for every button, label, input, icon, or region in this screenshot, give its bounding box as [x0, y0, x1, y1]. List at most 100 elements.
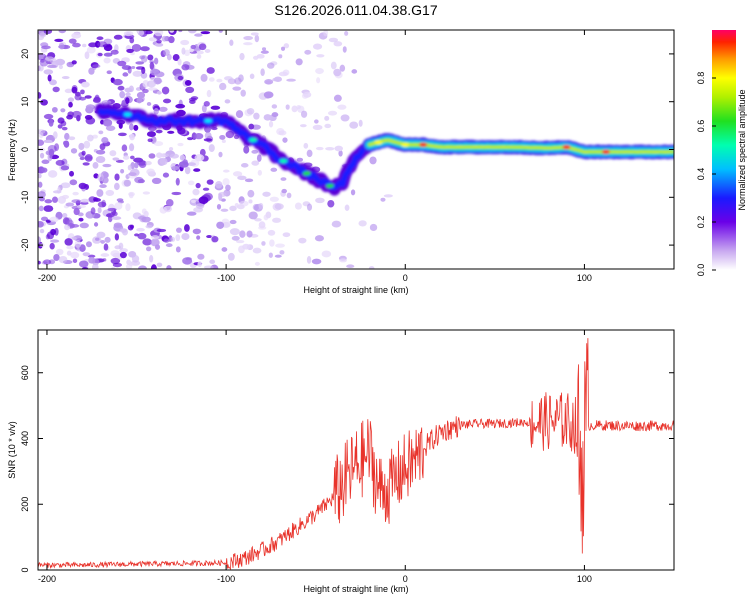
spectrogram-noise-blob	[161, 35, 168, 42]
spectrogram-noise-blob	[125, 203, 131, 212]
spectrogram-noise-blob	[171, 165, 180, 171]
spectrogram-noise-blob	[49, 242, 55, 250]
spectrogram-noise-blob	[116, 119, 126, 125]
spectrogram-noise-blob	[235, 110, 244, 119]
spectrogram-noise-blob	[150, 238, 160, 247]
spectrogram-noise-blob	[65, 202, 75, 207]
spectrogram-noise-blob	[91, 258, 100, 266]
spectrogram-noise-blob	[300, 110, 308, 118]
spectrogram-noise-blob	[162, 172, 170, 178]
snr-y-tick-label: 600	[20, 365, 30, 380]
spectrogram-noise-blob	[97, 207, 102, 214]
spectrogram-noise-blob	[92, 134, 98, 139]
spectrogram-noise-blob	[97, 41, 108, 48]
spectrogram-noise-blob	[216, 78, 223, 83]
spectrogram-noise-blob	[78, 217, 84, 222]
spectrogram-noise-blob	[71, 199, 82, 204]
spectrogram-noise-blob	[142, 191, 151, 195]
spectrogram-noise-blob	[229, 205, 237, 212]
spectrogram-noise-blob	[206, 179, 214, 185]
spectrogram-noise-blob	[175, 234, 181, 242]
spectrogram-noise-blob	[117, 85, 125, 91]
spectrogram-noise-blob	[216, 203, 222, 210]
spectrogram-noise-blob	[38, 166, 45, 174]
spectrogram-noise-blob	[112, 262, 122, 268]
spectrogram-noise-blob	[147, 54, 154, 61]
spectrogram-noise-blob	[117, 60, 127, 67]
spectrogram-noise-blob	[304, 49, 312, 55]
spectrogram-noise-blob	[43, 139, 53, 143]
spectrogram-noise-blob	[128, 192, 134, 199]
spectrogram-noise-blob	[149, 255, 154, 263]
spectrogram-noise-blob	[261, 241, 266, 246]
spectrogram-noise-blob	[100, 239, 106, 244]
spectrogram-noise-blob	[258, 226, 267, 230]
colorbar-gradient	[712, 30, 736, 270]
spectrogram-noise-blob	[48, 119, 54, 127]
spectrogram-noise-blob	[93, 197, 98, 202]
spectrogram-noise-blob	[83, 140, 91, 149]
spectrogram-noise-blob	[342, 46, 347, 53]
spectrogram-noise-blob	[102, 163, 112, 168]
spectrogram-noise-blob	[257, 169, 262, 176]
spectrogram-noise-blob	[71, 110, 82, 119]
spectrogram-y-tick-label: -10	[20, 191, 30, 204]
spectrogram-noise-blob	[187, 180, 195, 186]
spectrogram-noise-blob	[97, 52, 103, 57]
spectrogram-noise-blob	[44, 199, 53, 204]
spectrogram-noise-blob	[175, 246, 181, 253]
spectrogram-noise-blob	[38, 129, 46, 135]
spectrogram-noise-blob	[281, 188, 287, 194]
spectrogram-noise-blob	[239, 52, 245, 61]
spectrogram-noise-blob	[140, 72, 148, 79]
spectrogram-noise-blob	[49, 216, 59, 223]
spectrogram-noise-blob	[48, 148, 55, 157]
spectrogram-noise-blob	[124, 87, 133, 93]
spectrogram-noise-blob	[43, 30, 53, 35]
spectrogram-noise-blob	[192, 228, 201, 235]
spectrogram-noise-blob	[103, 57, 111, 64]
spectrogram-noise-blob	[286, 192, 292, 199]
spectrogram-noise-blob	[339, 258, 347, 263]
spectrogram-noise-blob	[314, 235, 324, 242]
spectrogram-noise-blob	[77, 212, 84, 217]
spectrogram-noise-blob	[250, 32, 259, 36]
spectrogram-noise-blob	[235, 239, 245, 244]
spectrogram-noise-blob	[369, 156, 377, 165]
spectrogram-noise-blob	[68, 101, 73, 108]
spectrogram-noise-blob	[38, 53, 47, 61]
spectrogram-noise-blob	[243, 35, 254, 41]
spectrogram-noise-blob	[267, 62, 275, 69]
spectrogram-noise-blob	[180, 39, 190, 46]
spectrogram-noise-blob	[346, 264, 355, 269]
spectrogram-noise-blob	[110, 49, 119, 55]
colorbar-tick-label: 0.8	[696, 72, 706, 85]
spectrogram-noise-blob	[196, 235, 201, 240]
spectrogram-noise-blob	[38, 220, 44, 228]
spectrogram-noise-blob	[182, 257, 193, 265]
spectrogram-noise-blob	[147, 138, 153, 143]
spectrogram-noise-blob	[79, 156, 85, 161]
spectrogram-noise-blob	[74, 240, 82, 249]
spectrogram-noise-blob	[278, 71, 289, 77]
spectrogram-noise-blob	[107, 214, 113, 223]
spectrogram-noise-blob	[232, 86, 242, 91]
spectrogram-noise-blob	[222, 178, 230, 186]
spectrogram-noise-blob	[126, 48, 134, 53]
spectrogram-noise-blob	[203, 101, 210, 107]
spectrogram-noise-blob	[380, 197, 386, 202]
spectrogram-noise-blob	[78, 142, 85, 151]
spectrogram-noise-blob	[168, 36, 175, 44]
spectrogram-noise-blob	[231, 235, 240, 241]
spectrogram-noise-blob	[267, 229, 276, 236]
spectrogram-noise-blob	[221, 139, 226, 143]
spectrogram-noise-blob	[286, 78, 296, 82]
spectrogram-x-tick-label: -200	[38, 273, 56, 283]
spectrogram-noise-blob	[78, 182, 87, 190]
spectrogram-noise-blob	[69, 179, 78, 186]
spectrogram-noise-blob	[278, 54, 283, 59]
spectrogram-noise-blob	[87, 134, 94, 142]
spectrogram-noise-blob	[38, 205, 44, 212]
spectrogram-noise-blob	[166, 265, 172, 269]
